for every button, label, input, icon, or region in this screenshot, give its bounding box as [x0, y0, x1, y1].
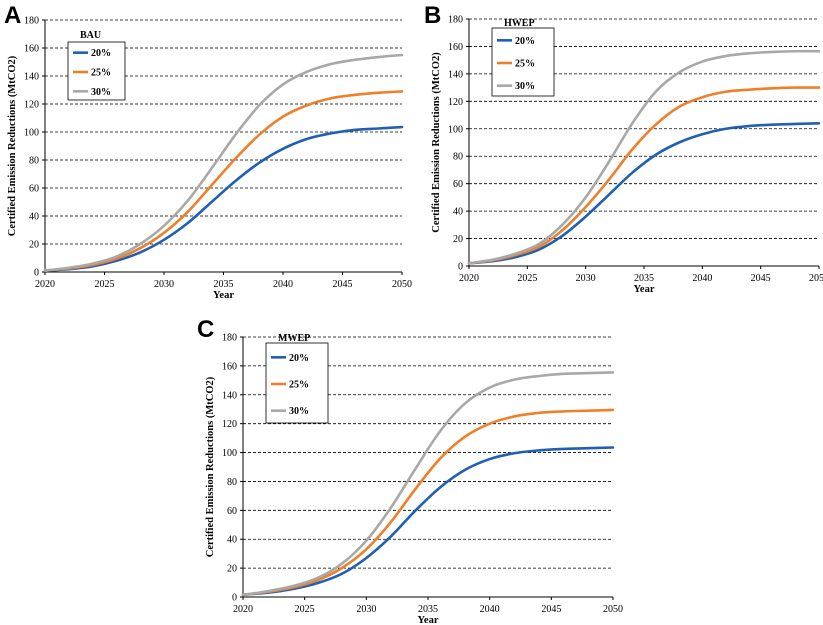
y-tick-label: 80 — [29, 156, 39, 167]
legend-label: 20% — [289, 353, 309, 364]
y-tick-label: 0 — [458, 262, 463, 273]
y-tick-label: 60 — [29, 184, 39, 195]
x-tick-label: 2030 — [154, 279, 174, 290]
y-tick-label: 80 — [227, 477, 237, 488]
x-tick-label: 2040 — [273, 279, 293, 290]
series-line-25pct — [43, 90, 404, 272]
x-tick-label: 2050 — [603, 604, 623, 615]
y-axis-label: Certified Emission Reductions (MtCO2) — [431, 52, 442, 233]
y-tick-label: 120 — [24, 100, 39, 111]
series-line-30pct — [43, 53, 404, 272]
x-tick-label: 2045 — [333, 279, 353, 290]
legend-label: 25% — [515, 59, 535, 70]
series-line-30pct — [241, 371, 615, 597]
y-tick-label: 180 — [222, 333, 237, 344]
legend-label: 20% — [91, 48, 111, 59]
x-tick-label: 2020 — [35, 279, 55, 290]
legend-title: HWEP — [504, 18, 535, 29]
x-axis-label: Year — [213, 290, 234, 301]
y-tick-label: 40 — [453, 207, 463, 218]
y-tick-label: 160 — [222, 361, 237, 372]
legend-title: MWEP — [278, 333, 310, 344]
panel-letter-c: C — [197, 316, 215, 343]
panel-letter-a: A — [4, 2, 22, 29]
y-tick-label: 0 — [232, 593, 237, 604]
y-tick-label: 120 — [448, 97, 463, 108]
panel-letter-b: B — [424, 2, 442, 29]
legend-title: BAU — [80, 30, 101, 41]
legend-label: 30% — [515, 81, 535, 92]
y-tick-label: 100 — [222, 448, 237, 459]
x-axis-label: Year — [418, 615, 439, 625]
x-tick-label: 2035 — [214, 279, 234, 290]
x-tick-label: 2045 — [751, 273, 771, 284]
y-tick-label: 180 — [448, 15, 463, 26]
x-tick-label: 2025 — [517, 273, 537, 284]
x-axis-label: Year — [634, 284, 655, 295]
y-axis-label: Certified Emission Reductions (MtCO2) — [7, 55, 18, 236]
y-tick-label: 20 — [227, 564, 237, 575]
x-tick-label: 2040 — [692, 273, 712, 284]
y-tick-label: 160 — [24, 44, 39, 55]
x-tick-label: 2025 — [295, 604, 315, 615]
y-tick-label: 80 — [453, 152, 463, 163]
series-line-20pct — [241, 446, 615, 597]
y-tick-label: 160 — [448, 42, 463, 53]
y-tick-label: 60 — [227, 506, 237, 517]
series-line-30pct — [467, 49, 821, 265]
x-tick-label: 2020 — [459, 273, 479, 284]
y-tick-label: 40 — [227, 535, 237, 546]
series-line-25pct — [467, 86, 821, 265]
y-tick-label: 20 — [29, 240, 39, 251]
y-tick-label: 0 — [34, 268, 39, 279]
legend-label: 30% — [91, 87, 111, 98]
x-tick-label: 2050 — [809, 273, 823, 284]
x-tick-label: 2035 — [418, 604, 438, 615]
x-tick-label: 2045 — [541, 604, 561, 615]
x-tick-label: 2030 — [356, 604, 376, 615]
series-line-20pct — [467, 121, 821, 265]
x-tick-label: 2025 — [95, 279, 115, 290]
x-tick-label: 2035 — [634, 273, 654, 284]
y-tick-label: 60 — [453, 179, 463, 190]
series-line-20pct — [43, 125, 404, 272]
y-tick-label: 40 — [29, 212, 39, 223]
y-tick-label: 120 — [222, 419, 237, 430]
y-tick-label: 20 — [453, 234, 463, 245]
y-tick-label: 140 — [222, 390, 237, 401]
x-tick-label: 2050 — [392, 279, 412, 290]
legend-label: 25% — [91, 68, 111, 79]
x-tick-label: 2030 — [576, 273, 596, 284]
legend-label: 30% — [289, 406, 309, 417]
y-tick-label: 180 — [24, 16, 39, 27]
y-tick-label: 140 — [448, 69, 463, 80]
y-axis-label: Certified Emission Reductions (MtCO2) — [205, 376, 216, 557]
x-tick-label: 2040 — [480, 604, 500, 615]
y-tick-label: 100 — [24, 128, 39, 139]
y-tick-label: 100 — [448, 124, 463, 135]
x-tick-label: 2020 — [233, 604, 253, 615]
series-line-25pct — [241, 408, 615, 597]
legend-label: 25% — [289, 380, 309, 391]
legend-label: 20% — [515, 36, 535, 47]
y-tick-label: 140 — [24, 72, 39, 83]
